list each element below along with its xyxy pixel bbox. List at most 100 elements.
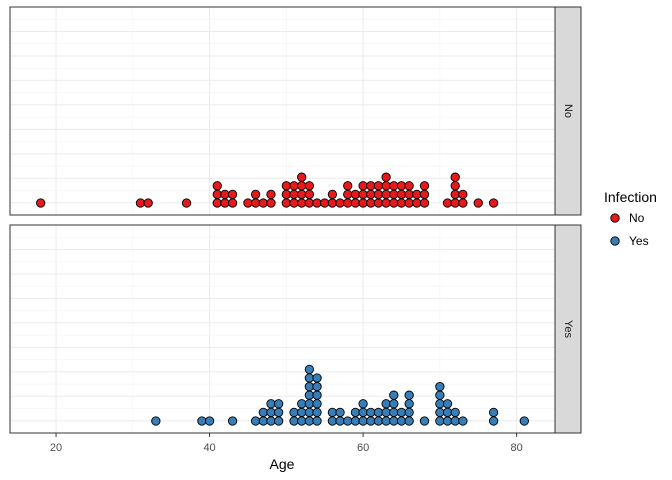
panel-no-background	[10, 7, 555, 215]
data-dot-yes	[304, 364, 315, 375]
data-dot-no	[373, 181, 384, 191]
data-dot-no	[419, 181, 430, 191]
data-dot-no	[450, 172, 460, 182]
data-dot-no	[381, 198, 391, 208]
data-dot-no	[250, 198, 261, 208]
data-dot-no	[181, 198, 192, 208]
data-dot-no	[335, 198, 345, 208]
legend-title: Infection	[604, 189, 657, 205]
data-dot-no	[281, 198, 291, 208]
data-dot-yes	[435, 399, 445, 409]
data-dot-no	[289, 181, 299, 191]
legend-label-yes: Yes	[629, 234, 649, 248]
x-tick-label: 60	[357, 442, 369, 454]
data-dot-yes	[258, 416, 268, 426]
data-dot-yes	[389, 416, 399, 426]
data-dot-no	[258, 198, 268, 208]
data-dot-no	[227, 189, 238, 200]
data-dot-no	[297, 181, 307, 191]
panel-no: No	[9, 6, 582, 216]
data-dot-yes	[435, 390, 445, 400]
data-dot-yes	[250, 416, 261, 426]
data-dot-no	[304, 198, 315, 208]
data-dot-yes	[227, 416, 238, 426]
data-dot-no	[458, 198, 468, 208]
x-tick-label: 40	[203, 442, 215, 454]
data-dot-no	[327, 198, 338, 208]
data-dot-no	[343, 189, 353, 200]
data-dot-no	[396, 189, 407, 200]
data-dot-yes	[266, 399, 276, 409]
data-dot-yes	[304, 399, 315, 409]
data-dot-yes	[258, 407, 268, 418]
data-dot-no	[343, 198, 353, 208]
data-dot-no	[450, 189, 460, 200]
panel-yes: Yes	[9, 224, 582, 434]
data-dot-yes	[151, 416, 161, 426]
panel-yes-background	[10, 225, 555, 433]
data-dot-yes	[289, 407, 299, 418]
data-dot-no	[297, 189, 307, 200]
data-dot-yes	[304, 373, 315, 383]
data-dot-yes	[304, 381, 315, 392]
data-dot-yes	[297, 416, 307, 426]
data-dot-no	[297, 172, 307, 182]
data-dot-no	[220, 198, 230, 208]
data-dot-no	[220, 189, 230, 200]
data-dot-yes	[435, 416, 445, 426]
data-dot-yes	[358, 416, 368, 426]
data-dot-no	[36, 198, 46, 208]
data-dot-yes	[366, 416, 376, 426]
data-dot-no	[243, 198, 253, 208]
data-dot-no	[304, 181, 315, 191]
data-dot-no	[250, 189, 261, 200]
data-dot-no	[350, 198, 361, 208]
data-dot-no	[404, 198, 414, 208]
data-dot-no	[289, 198, 299, 208]
data-dot-no	[327, 189, 338, 200]
data-dot-no	[358, 198, 368, 208]
data-dot-yes	[312, 416, 322, 426]
data-dot-no	[396, 181, 407, 191]
data-dot-yes	[435, 381, 445, 392]
data-dot-no	[412, 189, 422, 200]
data-dot-yes	[350, 416, 361, 426]
data-dot-yes	[297, 399, 307, 409]
legend-key-yes	[610, 236, 620, 246]
panel-yes-dots	[151, 364, 529, 426]
data-dot-no	[227, 198, 238, 208]
data-dot-yes	[304, 407, 315, 418]
data-dot-yes	[450, 416, 460, 426]
legend: Infection No Yes	[604, 189, 657, 248]
data-dot-no	[458, 189, 468, 200]
data-dot-yes	[373, 416, 384, 426]
data-dot-yes	[274, 416, 284, 426]
data-dot-yes	[404, 407, 414, 418]
data-dot-no	[389, 181, 399, 191]
data-dot-no	[212, 181, 222, 191]
data-dot-no	[389, 189, 399, 200]
data-dot-yes	[335, 416, 345, 426]
data-dot-yes	[335, 407, 345, 418]
data-dot-no	[381, 181, 391, 191]
data-dot-yes	[435, 407, 445, 418]
data-dot-yes	[381, 407, 391, 418]
data-dot-yes	[304, 416, 315, 426]
data-dot-yes	[312, 407, 322, 418]
data-dot-no	[389, 198, 399, 208]
data-dot-yes	[381, 399, 391, 409]
data-dot-yes	[419, 416, 430, 426]
data-dot-yes	[389, 399, 399, 409]
data-dot-no	[212, 198, 222, 208]
data-dot-yes	[350, 407, 361, 418]
data-dot-yes	[266, 416, 276, 426]
data-dot-yes	[381, 416, 391, 426]
data-dot-no	[281, 181, 291, 191]
data-dot-no	[281, 189, 291, 200]
data-dot-yes	[327, 407, 338, 418]
data-dot-yes	[458, 416, 468, 426]
data-dot-yes	[204, 416, 215, 426]
data-dot-yes	[358, 407, 368, 418]
data-dot-yes	[488, 407, 499, 418]
